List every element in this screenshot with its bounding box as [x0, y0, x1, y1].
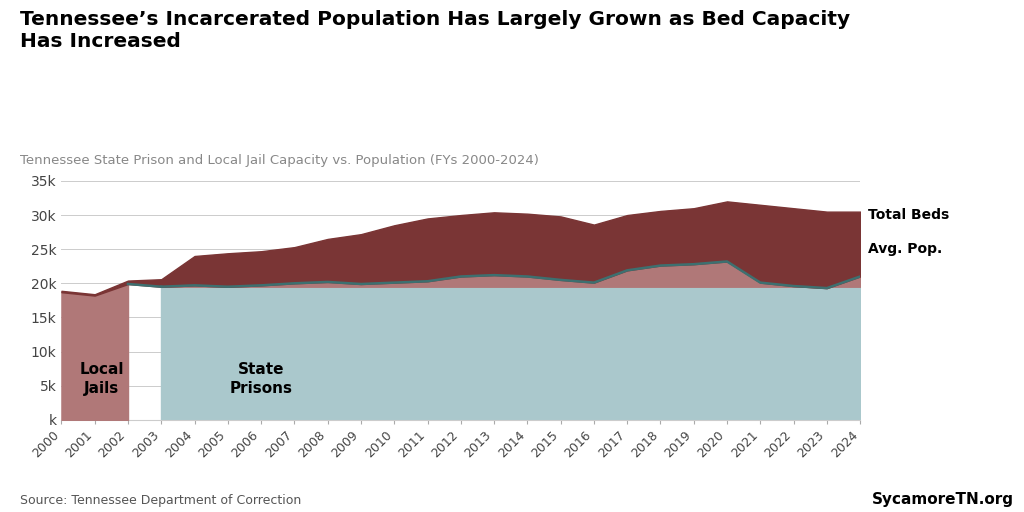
- Text: Total Beds: Total Beds: [868, 208, 949, 222]
- Text: SycamoreTN.org: SycamoreTN.org: [871, 492, 1014, 507]
- Text: Local
Jails: Local Jails: [79, 362, 124, 396]
- Text: Avg. Pop.: Avg. Pop.: [868, 242, 942, 256]
- Text: Source: Tennessee Department of Correction: Source: Tennessee Department of Correcti…: [20, 494, 302, 507]
- Text: State
Prisons: State Prisons: [229, 362, 293, 396]
- Text: Tennessee’s Incarcerated Population Has Largely Grown as Bed Capacity
Has Increa: Tennessee’s Incarcerated Population Has …: [20, 10, 851, 51]
- Text: Tennessee State Prison and Local Jail Capacity vs. Population (FYs 2000-2024): Tennessee State Prison and Local Jail Ca…: [20, 154, 540, 166]
